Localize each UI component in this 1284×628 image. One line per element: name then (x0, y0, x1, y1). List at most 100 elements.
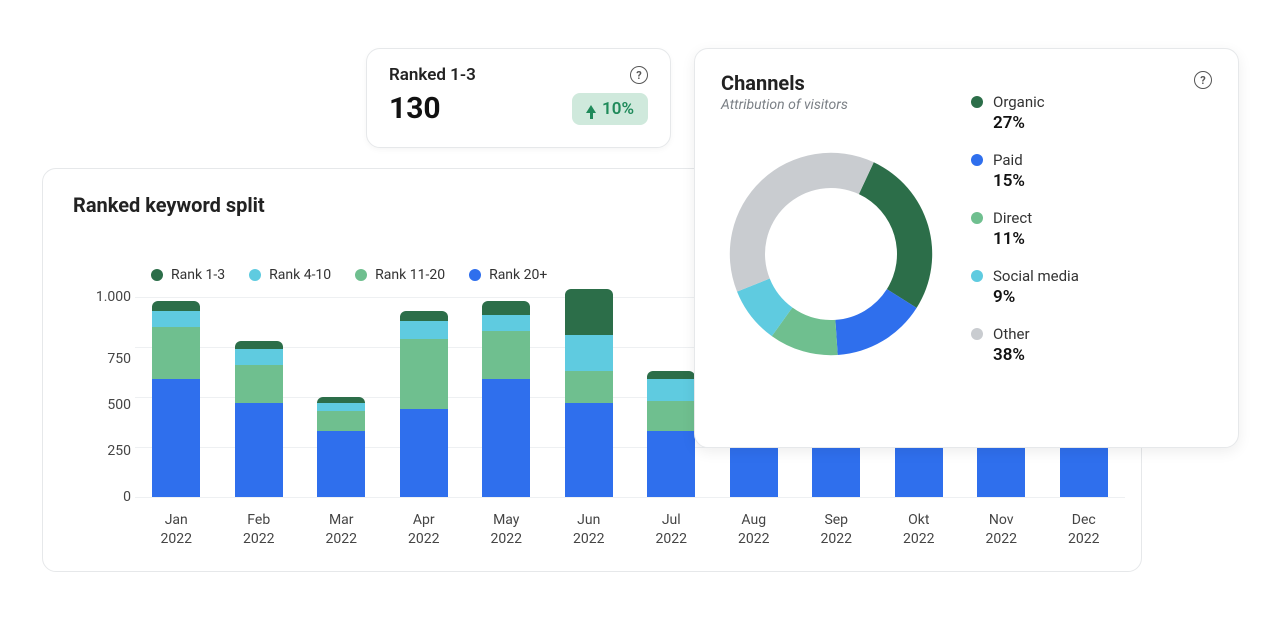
delta-badge: 10% (572, 93, 648, 125)
bar-column (895, 443, 943, 497)
x-tick: Mar2022 (317, 511, 365, 549)
bar-segment (235, 349, 283, 365)
bar-column (812, 443, 860, 497)
x-tick: Jul2022 (647, 511, 695, 549)
channels-body: Organic 27% Paid 15% Direct 11% Social m… (721, 143, 1212, 365)
channels-legend: Organic 27% Paid 15% Direct 11% Social m… (971, 93, 1079, 365)
legend-dot (971, 270, 983, 282)
chart-legend-item: Rank 20+ (469, 267, 547, 283)
legend-item: Direct 11% (971, 209, 1079, 249)
legend-dot (971, 96, 983, 108)
legend-label: Direct (993, 209, 1032, 227)
legend-value: 27% (993, 113, 1079, 133)
donut-chart (721, 144, 941, 364)
bar-segment (152, 301, 200, 311)
bar-segment (482, 301, 530, 315)
legend-label: Paid (993, 151, 1023, 169)
x-tick: Jan2022 (152, 511, 200, 549)
x-tick: May2022 (482, 511, 530, 549)
legend-dot (971, 154, 983, 166)
delta-text: 10% (602, 99, 634, 119)
legend-item: Social media 9% (971, 267, 1079, 307)
bar-segment (235, 365, 283, 403)
bar-column (317, 397, 365, 497)
help-icon[interactable]: ? (1194, 71, 1212, 89)
x-tick: Dec2022 (1060, 511, 1108, 549)
summary-body: 130 10% (389, 91, 648, 126)
x-tick: Jun2022 (565, 511, 613, 549)
y-tick: 1.000 (96, 289, 131, 305)
bar-segment (400, 321, 448, 339)
bar-segment (317, 411, 365, 431)
bar-column (482, 301, 530, 497)
bar-segment (152, 327, 200, 379)
x-tick: Nov2022 (977, 511, 1025, 549)
bar-segment (565, 289, 613, 335)
summary-card: Ranked 1-3 ? 130 10% (366, 48, 671, 148)
legend-item: Organic 27% (971, 93, 1079, 133)
legend-value: 9% (993, 287, 1079, 307)
bar-segment (482, 379, 530, 497)
x-axis: Jan2022 Feb2022 Mar2022 Apr2022 May2022 Jun20… (135, 511, 1125, 549)
bar-column (977, 443, 1025, 497)
legend-label: Rank 1-3 (171, 267, 225, 283)
bar-column (730, 443, 778, 497)
bar-segment (647, 431, 695, 497)
x-tick: Feb2022 (235, 511, 283, 549)
summary-header: Ranked 1-3 ? (389, 65, 648, 85)
legend-value: 15% (993, 171, 1079, 191)
y-tick: 750 (107, 351, 131, 367)
legend-item: Paid 15% (971, 151, 1079, 191)
legend-label: Rank 11-20 (375, 267, 445, 283)
bar-column (235, 341, 283, 497)
channels-subtitle: Attribution of visitors (721, 97, 848, 113)
chart-legend-item: Rank 1-3 (151, 267, 225, 283)
x-tick: Apr2022 (400, 511, 448, 549)
channels-title: Channels (721, 71, 848, 95)
bar-segment (812, 443, 860, 497)
legend-label: Organic (993, 93, 1045, 111)
bar-segment (1060, 443, 1108, 497)
arrow-up-icon (586, 105, 596, 113)
bar-segment (895, 443, 943, 497)
legend-dot (355, 269, 367, 281)
bar-column (647, 371, 695, 497)
x-tick: Aug2022 (730, 511, 778, 549)
legend-label: Rank 20+ (489, 267, 547, 283)
chart-legend-item: Rank 11-20 (355, 267, 445, 283)
donut-slice (859, 162, 932, 308)
legend-dot (469, 269, 481, 281)
y-tick: 0 (123, 489, 131, 505)
bar-column (565, 289, 613, 497)
bar-segment (565, 403, 613, 497)
legend-label: Social media (993, 267, 1079, 285)
channels-header: Channels Attribution of visitors ? (721, 71, 1212, 113)
y-tick: 500 (107, 397, 131, 413)
bar-segment (647, 401, 695, 431)
bar-segment (235, 341, 283, 349)
grid-line (135, 497, 1125, 498)
chart-legend-item: Rank 4-10 (249, 267, 331, 283)
bar-segment (482, 315, 530, 331)
legend-dot (971, 212, 983, 224)
bar-segment (400, 339, 448, 409)
channels-card: Channels Attribution of visitors ? Organ… (694, 48, 1239, 448)
bar-column (1060, 443, 1108, 497)
legend-value: 11% (993, 229, 1079, 249)
bar-segment (400, 311, 448, 321)
bar-segment (647, 371, 695, 379)
legend-dot (151, 269, 163, 281)
bar-segment (400, 409, 448, 497)
bar-segment (565, 335, 613, 371)
legend-label: Rank 4-10 (269, 267, 331, 283)
legend-dot (971, 328, 983, 340)
donut-slice (730, 153, 874, 292)
x-tick: Okt2022 (895, 511, 943, 549)
help-icon[interactable]: ? (630, 66, 648, 84)
x-tick: Sep2022 (812, 511, 860, 549)
bar-segment (235, 403, 283, 497)
bar-segment (730, 443, 778, 497)
legend-dot (249, 269, 261, 281)
bar-segment (565, 371, 613, 403)
legend-label: Other (993, 325, 1030, 343)
